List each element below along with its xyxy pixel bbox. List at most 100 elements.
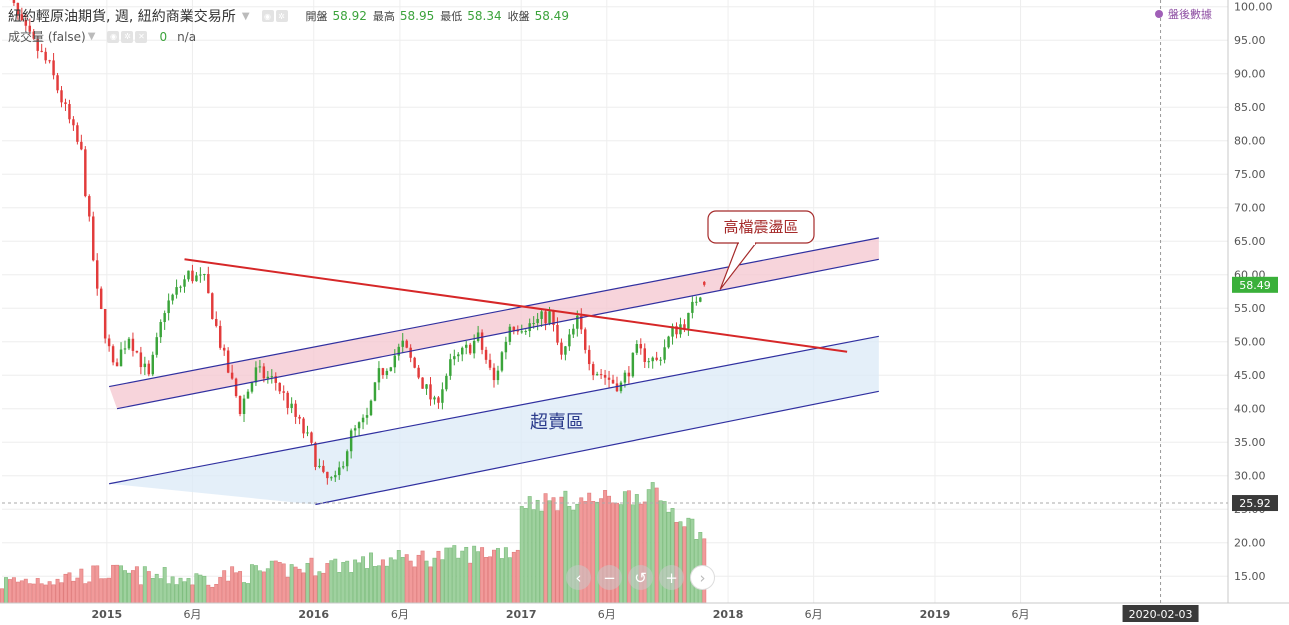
after-hours-toggle[interactable]: 盤後數據 [1155, 6, 1212, 22]
candle-body[interactable] [603, 374, 607, 378]
candle-body[interactable] [155, 337, 158, 355]
candle-body[interactable] [639, 343, 643, 349]
candle-body[interactable] [667, 336, 670, 348]
reset-button[interactable]: ↺ [628, 565, 653, 590]
candle-body[interactable] [361, 417, 365, 423]
candle-body[interactable] [564, 346, 567, 355]
candle-body[interactable] [88, 196, 91, 217]
candle-body[interactable] [72, 119, 75, 126]
candle-body[interactable] [587, 349, 591, 365]
candle-body[interactable] [540, 311, 543, 319]
candle-body[interactable] [318, 465, 321, 467]
candle-body[interactable] [123, 348, 127, 350]
candle-body[interactable] [258, 366, 262, 368]
candle-body[interactable] [44, 51, 47, 61]
candle-body[interactable] [619, 382, 623, 392]
candle-body[interactable] [159, 322, 162, 338]
candle-body[interactable] [127, 338, 131, 349]
candle-body[interactable] [103, 309, 107, 339]
candle-body[interactable] [536, 318, 539, 324]
candle-body[interactable] [274, 376, 277, 383]
candle-body[interactable] [175, 287, 178, 295]
candle-body[interactable] [76, 125, 79, 142]
zoom-out-button[interactable]: − [597, 565, 622, 590]
candle-body[interactable] [548, 311, 551, 324]
candle-body[interactable] [107, 338, 111, 347]
candle-body[interactable] [211, 293, 214, 319]
candle-body[interactable] [310, 432, 313, 443]
candle-body[interactable] [647, 361, 650, 363]
candle-body[interactable] [353, 428, 357, 431]
candle-body[interactable] [68, 104, 71, 120]
candle-body[interactable] [516, 330, 520, 332]
candle-body[interactable] [99, 288, 103, 310]
candle-body[interactable] [92, 216, 95, 261]
candle-body[interactable] [270, 376, 274, 378]
candle-body[interactable] [595, 374, 599, 376]
candle-body[interactable] [195, 275, 198, 282]
candle-body[interactable] [207, 274, 210, 294]
candle-body[interactable] [334, 475, 337, 478]
candle-body[interactable] [187, 270, 190, 280]
candle-body[interactable] [131, 338, 135, 351]
candle-body[interactable] [413, 357, 416, 368]
volume-title[interactable]: 成交量 (false) [8, 30, 86, 44]
candle-body[interactable] [659, 359, 662, 361]
candle-body[interactable] [651, 357, 654, 362]
candle-body[interactable] [504, 341, 508, 353]
candle-body[interactable] [349, 430, 353, 452]
candle-body[interactable] [171, 294, 174, 301]
candle-body[interactable] [635, 343, 639, 353]
red-trendline[interactable] [184, 258, 848, 353]
candle-body[interactable] [226, 350, 230, 373]
candle-body[interactable] [580, 315, 583, 330]
candle-body[interactable] [222, 347, 226, 351]
candle-body[interactable] [302, 418, 305, 434]
candle-body[interactable] [326, 471, 329, 479]
candle-body[interactable] [262, 366, 266, 379]
candle-body[interactable] [338, 467, 341, 476]
candle-body[interactable] [345, 451, 349, 467]
zoom-in-button[interactable]: + [659, 565, 684, 590]
candle-body[interactable] [36, 38, 39, 51]
candle-body[interactable] [365, 415, 369, 418]
candle-body[interactable] [143, 363, 147, 368]
candle-body[interactable] [468, 344, 472, 354]
candle-body[interactable] [572, 328, 575, 335]
candle-body[interactable] [397, 346, 400, 356]
scroll-right-button[interactable]: › [690, 565, 715, 590]
candle-body[interactable] [199, 274, 202, 276]
candle-body[interactable] [139, 352, 143, 368]
candle-body[interactable] [599, 374, 603, 376]
candle-body[interactable] [298, 416, 301, 419]
candle-body[interactable] [119, 349, 123, 367]
candle-body[interactable] [492, 367, 496, 381]
candle-body[interactable] [675, 326, 678, 335]
candle-body[interactable] [568, 334, 571, 347]
symbol-title[interactable]: 紐約輕原油期貨, 週, 紐約商業交易所 [8, 9, 236, 25]
candle-body[interactable] [40, 50, 43, 52]
candle-body[interactable] [484, 349, 488, 360]
candle-body[interactable] [703, 281, 706, 285]
candle-body[interactable] [282, 391, 285, 393]
candle-body[interactable] [584, 329, 587, 350]
candle-body[interactable] [16, 2, 20, 15]
candle-body[interactable] [183, 279, 186, 287]
candle-body[interactable] [591, 364, 595, 376]
candle-body[interactable] [643, 348, 646, 362]
candle-body[interactable] [687, 312, 690, 329]
candle-body[interactable] [294, 403, 297, 417]
candle-body[interactable] [671, 326, 674, 337]
candle-body[interactable] [655, 357, 658, 360]
eye-icon[interactable]: ◉ [261, 10, 274, 22]
candle-body[interactable] [250, 382, 254, 392]
candlesticks[interactable] [1, 0, 706, 485]
candle-body[interactable] [476, 332, 480, 341]
candle-body[interactable] [520, 331, 523, 333]
eye-icon[interactable]: ◉ [107, 30, 120, 43]
candle-body[interactable] [369, 400, 373, 416]
candle-body[interactable] [80, 141, 83, 150]
candle-body[interactable] [429, 384, 432, 400]
candle-body[interactable] [421, 377, 424, 389]
